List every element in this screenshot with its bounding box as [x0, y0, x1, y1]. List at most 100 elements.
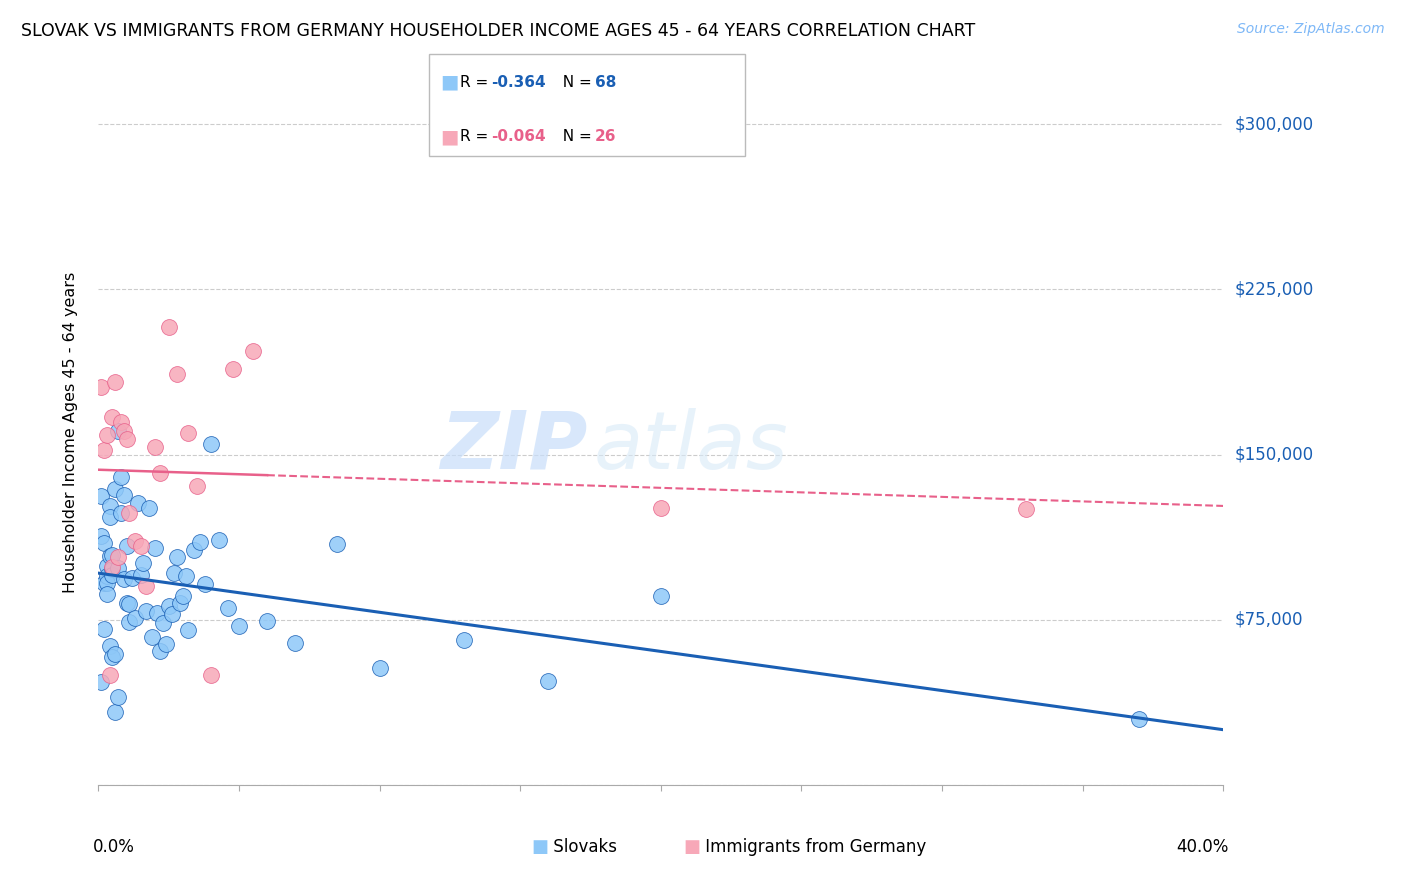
- Text: N =: N =: [553, 75, 596, 89]
- Point: [149, 644, 172, 658]
- Point: [537, 674, 560, 689]
- Point: [160, 607, 183, 622]
- Point: [208, 533, 231, 548]
- Text: Immigrants from Germany: Immigrants from Germany: [700, 838, 927, 855]
- Point: [101, 568, 124, 582]
- Point: [110, 470, 132, 484]
- Point: [98, 549, 121, 563]
- Point: [101, 562, 124, 576]
- Point: [104, 375, 127, 389]
- Point: [146, 606, 169, 620]
- Point: [118, 597, 141, 611]
- Point: [104, 705, 127, 719]
- Point: [121, 571, 143, 585]
- Point: [118, 615, 141, 629]
- Point: [163, 566, 186, 580]
- Point: [177, 623, 200, 637]
- Point: [112, 424, 135, 438]
- Point: [115, 597, 138, 611]
- Point: [101, 560, 124, 574]
- Text: -0.064: -0.064: [491, 129, 546, 144]
- Point: [650, 500, 672, 515]
- Point: [93, 576, 115, 591]
- Text: 68: 68: [595, 75, 616, 89]
- Point: [217, 601, 239, 615]
- Text: $75,000: $75,000: [1234, 611, 1303, 629]
- Point: [96, 575, 118, 590]
- Point: [93, 442, 115, 457]
- Point: [98, 510, 121, 524]
- Text: $300,000: $300,000: [1234, 115, 1313, 133]
- Point: [200, 668, 222, 682]
- Text: $225,000: $225,000: [1234, 280, 1313, 299]
- Text: -0.364: -0.364: [491, 75, 546, 89]
- Point: [138, 501, 160, 516]
- Point: [104, 482, 127, 496]
- Point: [129, 539, 152, 553]
- Point: [1128, 712, 1150, 726]
- Text: ■: ■: [683, 838, 700, 855]
- Point: [107, 424, 129, 438]
- Point: [107, 560, 129, 574]
- Point: [110, 415, 132, 429]
- Point: [183, 543, 205, 558]
- Point: [174, 569, 197, 583]
- Point: [188, 535, 211, 549]
- Point: [129, 568, 152, 582]
- Point: [107, 690, 129, 705]
- Point: [107, 550, 129, 565]
- Point: [1015, 502, 1038, 516]
- Text: $150,000: $150,000: [1234, 446, 1313, 464]
- Point: [169, 596, 191, 610]
- Point: [177, 426, 200, 441]
- Point: [166, 367, 188, 381]
- Point: [172, 589, 194, 603]
- Point: [228, 618, 250, 632]
- Point: [101, 650, 124, 665]
- Text: atlas: atlas: [593, 408, 789, 486]
- Point: [112, 572, 135, 586]
- Point: [98, 499, 121, 513]
- Point: [157, 319, 180, 334]
- Point: [118, 507, 141, 521]
- Point: [222, 362, 245, 376]
- Point: [155, 637, 177, 651]
- Point: [124, 611, 146, 625]
- Point: [141, 630, 163, 644]
- Text: ■: ■: [440, 72, 458, 92]
- Point: [112, 488, 135, 502]
- Text: 0.0%: 0.0%: [93, 838, 135, 855]
- Point: [96, 587, 118, 601]
- Point: [124, 533, 146, 548]
- Point: [98, 639, 121, 653]
- Point: [98, 668, 121, 682]
- Point: [90, 490, 112, 504]
- Point: [166, 549, 188, 564]
- Point: [135, 579, 157, 593]
- Point: [186, 479, 208, 493]
- Point: [242, 343, 264, 358]
- Point: [152, 615, 174, 630]
- Point: [104, 647, 127, 661]
- Text: Slovaks: Slovaks: [548, 838, 617, 855]
- Point: [115, 540, 138, 554]
- Point: [101, 409, 124, 424]
- Point: [93, 535, 115, 549]
- Text: ■: ■: [440, 127, 458, 146]
- Point: [368, 661, 391, 675]
- Point: [110, 506, 132, 520]
- Point: [90, 529, 112, 543]
- Text: ■: ■: [531, 838, 548, 855]
- Point: [127, 496, 149, 510]
- Y-axis label: Householder Income Ages 45 - 64 years: Householder Income Ages 45 - 64 years: [63, 272, 77, 593]
- Point: [143, 440, 166, 454]
- Point: [149, 467, 172, 481]
- Point: [96, 559, 118, 574]
- Point: [96, 428, 118, 442]
- Text: R =: R =: [460, 75, 494, 89]
- Point: [453, 633, 475, 648]
- Point: [650, 589, 672, 603]
- Point: [256, 615, 278, 629]
- Text: Source: ZipAtlas.com: Source: ZipAtlas.com: [1237, 22, 1385, 37]
- Point: [194, 577, 217, 591]
